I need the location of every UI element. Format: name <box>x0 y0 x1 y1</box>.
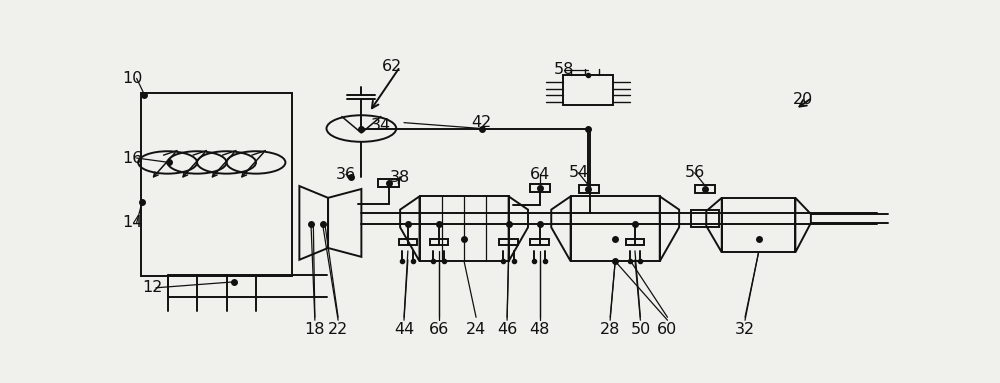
Bar <box>691 210 719 228</box>
Bar <box>140 93 292 276</box>
Text: 10: 10 <box>123 71 143 86</box>
Bar <box>722 198 795 252</box>
Text: 34: 34 <box>371 118 391 133</box>
Text: 20: 20 <box>793 92 813 106</box>
Bar <box>530 239 549 245</box>
Text: 54: 54 <box>568 165 588 180</box>
Text: 12: 12 <box>142 280 162 295</box>
Bar <box>430 239 448 245</box>
Text: 36: 36 <box>336 167 356 182</box>
Text: 18: 18 <box>305 322 325 337</box>
Bar <box>579 185 599 193</box>
Text: 56: 56 <box>684 165 705 180</box>
Text: 58: 58 <box>554 62 575 77</box>
Text: 50: 50 <box>630 322 650 337</box>
Text: 64: 64 <box>530 167 550 182</box>
Text: 42: 42 <box>471 115 492 130</box>
Bar <box>563 75 613 105</box>
Bar <box>571 196 660 261</box>
Text: 62: 62 <box>382 59 402 74</box>
Text: 14: 14 <box>123 215 143 231</box>
Bar <box>695 185 715 193</box>
Text: 46: 46 <box>497 322 517 337</box>
Text: 22: 22 <box>328 322 348 337</box>
Bar <box>626 239 644 245</box>
Bar <box>378 179 399 187</box>
Text: 60: 60 <box>657 322 678 337</box>
Bar <box>399 239 417 245</box>
Text: 32: 32 <box>735 322 755 337</box>
Text: 28: 28 <box>600 322 620 337</box>
Text: 66: 66 <box>429 322 449 337</box>
Text: 38: 38 <box>390 170 410 185</box>
Bar <box>530 184 550 192</box>
Text: 16: 16 <box>123 151 143 165</box>
Text: 48: 48 <box>529 322 550 337</box>
Text: 44: 44 <box>394 322 414 337</box>
Bar <box>420 196 509 261</box>
Text: 24: 24 <box>466 322 486 337</box>
Bar <box>499 239 518 245</box>
